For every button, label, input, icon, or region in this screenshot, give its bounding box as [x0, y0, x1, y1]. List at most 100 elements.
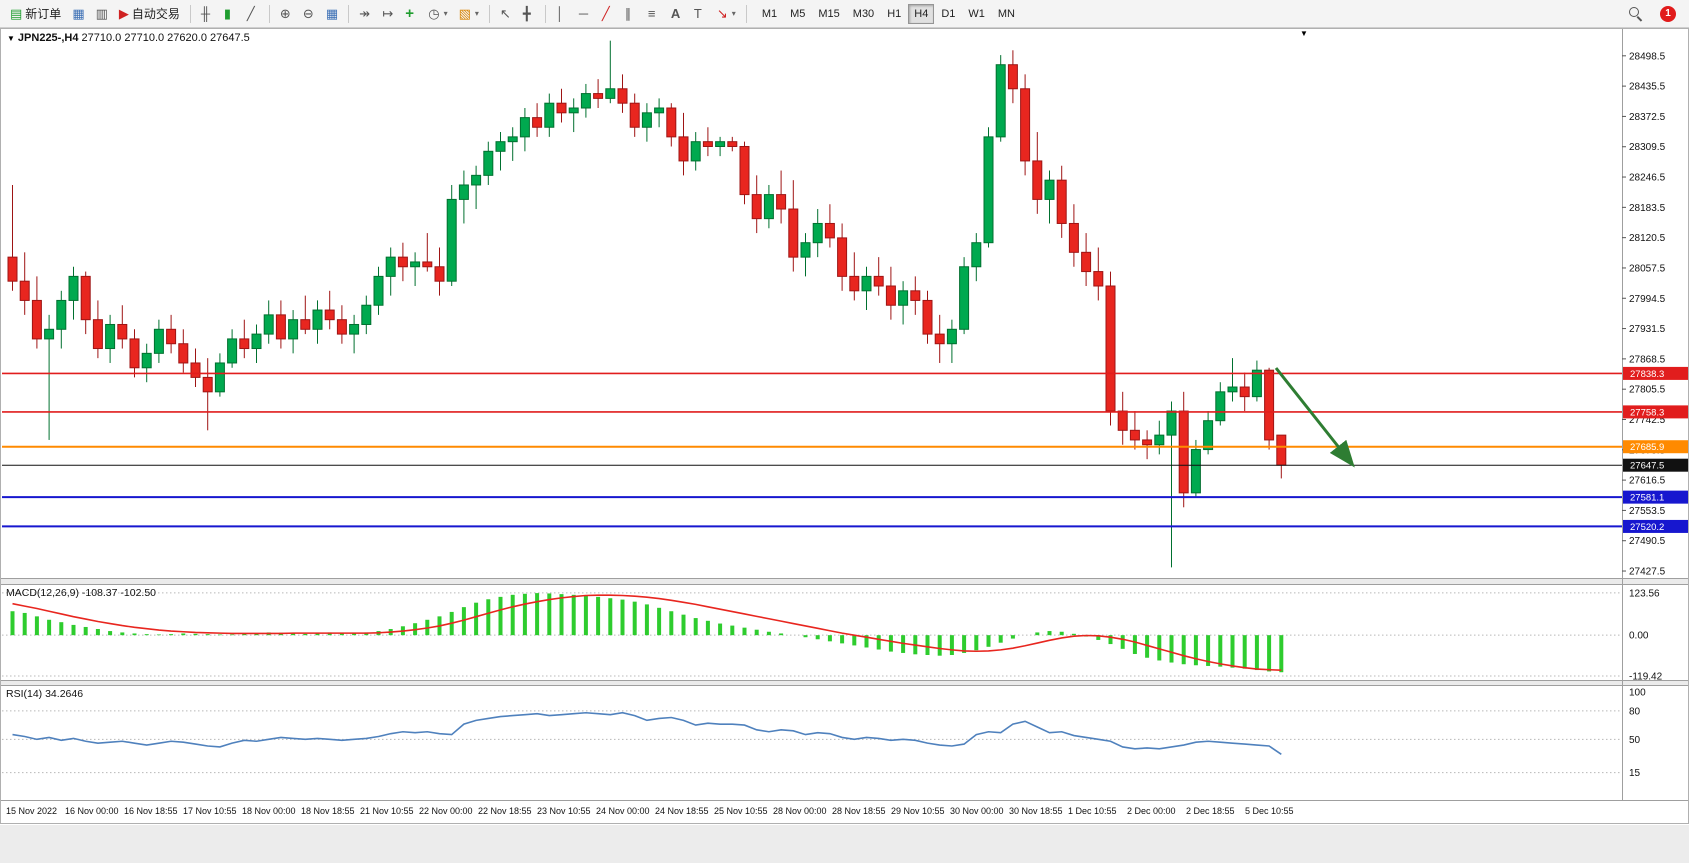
bull-candle — [446, 198, 457, 282]
label-tool-icon: T — [693, 6, 702, 21]
zoom-out-icon: ⊖ — [302, 6, 314, 21]
bull-candle — [1251, 369, 1262, 398]
fibonacci-icon: ≡ — [647, 6, 656, 21]
bear-candle — [751, 194, 762, 220]
auto-trading-button[interactable]: ▶ 自动交易 — [114, 3, 185, 25]
timeframe-M15[interactable]: M15 — [818, 7, 840, 20]
auto-trading-label: 自动交易 — [131, 7, 180, 21]
bull-candle — [458, 184, 469, 200]
periods-dropdown-button[interactable]: ◷ ▾ — [423, 3, 452, 25]
timeframe-H4[interactable]: H4 — [908, 3, 935, 24]
trendline-button[interactable]: ╱ — [597, 3, 619, 25]
tile-windows-button[interactable]: ▦ — [321, 3, 343, 25]
timeframe-MN[interactable]: MN — [997, 7, 1015, 20]
rsi-scale-label: 50 — [1629, 735, 1641, 746]
macd-scale-label: 0.00 — [1629, 631, 1649, 642]
time-axis-label: 2 Dec 00:00 — [1127, 806, 1176, 816]
channel-button[interactable]: ∥ — [620, 3, 642, 25]
new-order-button[interactable]: ▤ 新订单 — [5, 3, 66, 25]
bear-candle — [873, 275, 884, 287]
time-axis-label: 25 Nov 10:55 — [714, 806, 768, 816]
bull-candle — [483, 150, 494, 176]
search-button[interactable] — [1623, 3, 1648, 25]
timeframe-W1[interactable]: W1 — [968, 7, 985, 20]
vertical-line-icon: │ — [555, 6, 565, 21]
price-level-tag[interactable] — [1623, 366, 1688, 380]
price-level-tag[interactable] — [1623, 440, 1688, 454]
bear-candle — [397, 256, 408, 268]
chart-canvas[interactable]: 28498.5 28435.5 28372.5 28309.5 28246.5 28183… — [0, 28, 1689, 825]
bear-candle — [617, 88, 628, 104]
tile-windows-icon: ▦ — [325, 6, 339, 21]
notification-badge[interactable]: 1 — [1660, 5, 1676, 22]
price-axis-label: 27427.5 — [1629, 567, 1666, 578]
bear-candle — [7, 256, 18, 282]
chart-window: 28498.5 28435.5 28372.5 28309.5 28246.5 28183… — [0, 28, 1689, 825]
clock-icon: ◷ — [428, 6, 440, 21]
channel-icon: ∥ — [624, 6, 632, 21]
chart-collapse-icon[interactable]: ▼ — [7, 34, 15, 43]
bull-candle — [44, 328, 55, 340]
profiles-button[interactable]: ▥ — [91, 3, 113, 25]
cursor-button[interactable]: ↖ — [495, 3, 517, 25]
fibonacci-button[interactable]: ≡ — [643, 3, 665, 25]
crosshair-button[interactable]: ╋ — [518, 3, 540, 25]
bear-candle — [593, 93, 604, 99]
vertical-line-button[interactable]: │ — [551, 3, 573, 25]
price-axis-label: 27553.5 — [1629, 506, 1666, 517]
bear-candle — [336, 319, 347, 335]
bull-candle — [495, 141, 506, 152]
auto-scroll-button[interactable]: ↠ — [354, 3, 376, 25]
price-level-tag[interactable] — [1623, 519, 1688, 533]
horizontal-line-button[interactable]: ─ — [574, 3, 596, 25]
bull-candle — [410, 261, 421, 268]
bear-candle — [739, 145, 750, 196]
horizontal-line-icon: ─ — [578, 6, 589, 21]
bull-candle — [288, 319, 299, 340]
chart-shift-marker-icon[interactable]: ▼ — [1300, 29, 1308, 38]
panel-divider[interactable] — [0, 578, 1689, 585]
candlestick-icon: ▮ — [223, 6, 232, 21]
arrows-dropdown-button[interactable]: ↘ ▾ — [712, 3, 741, 25]
indicators-button[interactable]: + — [400, 3, 422, 25]
label-tool-button[interactable]: T — [689, 3, 711, 25]
timeframe-M1[interactable]: M1 — [761, 7, 778, 20]
time-axis-label: 23 Nov 10:55 — [537, 806, 591, 816]
bear-candle — [1105, 285, 1116, 412]
time-axis-label: 1 Dec 10:55 — [1068, 806, 1117, 816]
text-tool-button[interactable]: A — [666, 3, 688, 25]
timeframe-D1[interactable]: D1 — [941, 7, 956, 20]
zoom-out-button[interactable]: ⊖ — [298, 3, 320, 25]
bear-candle — [788, 208, 799, 258]
templates-dropdown-button[interactable]: ▧ ▾ — [454, 3, 484, 25]
current-price-tag[interactable] — [1623, 458, 1688, 472]
timeframe-M5[interactable]: M5 — [790, 7, 806, 20]
bull-candle — [349, 323, 360, 335]
macd-indicator-label: MACD(12,26,9) -108.37 -102.50 — [6, 587, 156, 599]
chart-window-button[interactable]: ▦ — [67, 3, 89, 25]
bear-candle — [1056, 179, 1067, 224]
bear-candle — [1081, 251, 1092, 273]
line-chart-button[interactable]: ╱ — [242, 3, 264, 25]
bar-chart-button[interactable]: ╫ — [196, 3, 218, 25]
chart-shift-button[interactable]: ↦ — [377, 3, 399, 25]
timeframe-toolbar: M1 M5 M15 M30 H1 H4 D1 W1 MN — [756, 3, 1021, 24]
bull-candle — [971, 242, 982, 268]
timeframe-M30[interactable]: M30 — [852, 7, 875, 20]
bear-candle — [324, 309, 335, 321]
trendline-icon: ╱ — [601, 6, 610, 21]
timeframe-H1[interactable]: H1 — [887, 7, 902, 20]
price-level-tag[interactable] — [1623, 490, 1688, 504]
macd-scale-label: -119.42 — [1629, 672, 1663, 683]
time-axis-label: 16 Nov 18:55 — [124, 806, 178, 816]
arrows-tool-icon: ↘ — [716, 6, 728, 21]
time-axis-label: 17 Nov 10:55 — [183, 806, 237, 816]
candlestick-button[interactable]: ▮ — [219, 3, 241, 25]
panel-divider[interactable] — [0, 680, 1689, 686]
trend-arrow-annotation[interactable] — [1274, 367, 1355, 468]
dropdown-caret-icon: ▾ — [731, 9, 736, 18]
zoom-in-button[interactable]: ⊕ — [275, 3, 297, 25]
chart-ohlc-values: 27710.0 27710.0 27620.0 27647.5 — [81, 32, 250, 44]
price-level-tag[interactable] — [1623, 405, 1688, 419]
